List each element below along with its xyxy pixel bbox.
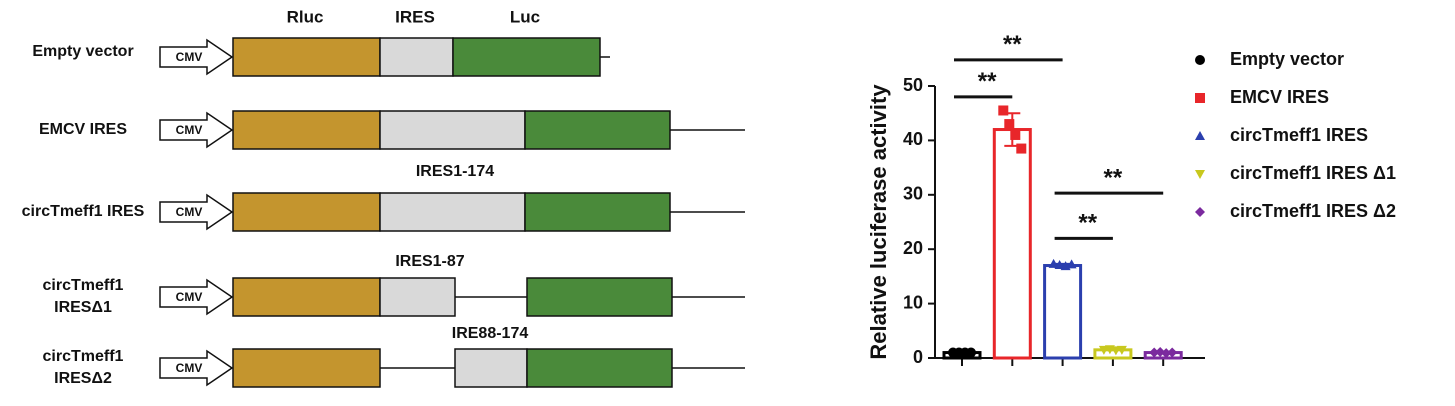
marker [1066,259,1077,269]
y-axis-label: Relative luciferase activity [866,84,891,360]
marker [1195,170,1205,179]
promoter-arrow [159,38,234,76]
segment-annotation: IRE88-174 [452,325,529,342]
y-tick-label: 20 [903,238,923,258]
marker [1054,259,1065,269]
marker [1149,347,1160,358]
legend-label: EMCV IRES [1230,87,1329,107]
construct-label: circTmeff1 [43,277,124,294]
gene-box [526,277,673,317]
legend-label: circTmeff1 IRES [1230,125,1368,145]
gene-box [452,37,601,77]
gene-box [454,348,528,388]
construct-label: circTmeff1 IRES [22,203,145,220]
marker [1195,131,1205,140]
gene-box [379,277,456,317]
column-label: Rluc [287,7,324,26]
construct-label: EMCV IRES [39,121,127,138]
significance-label: ** [978,68,997,95]
marker [1016,143,1027,154]
marker [1116,345,1127,355]
column-label: IRES [395,7,435,26]
promoter-label: CMV [176,50,203,64]
significance-label: ** [1104,165,1123,192]
legend-label: Empty vector [1230,49,1344,69]
y-tick-label: 0 [913,347,923,367]
gene-box [524,110,671,150]
marker [1195,55,1205,65]
marker [998,105,1009,116]
construct-label: IRESΔ1 [54,299,112,316]
gene-box [379,37,454,77]
construct-label: circTmeff1 [43,348,124,365]
promoter-arrow [159,278,234,316]
y-tick-label: 30 [903,184,923,204]
gene-box [524,192,671,232]
promoter-arrow [159,349,234,387]
significance-label: ** [1078,210,1097,237]
y-tick-label: 50 [903,75,923,95]
construct-label: IRESΔ2 [54,370,112,387]
marker [1195,93,1205,103]
marker [1004,119,1015,130]
marker [1048,258,1059,268]
marker [1110,346,1121,356]
legend-label: circTmeff1 IRES Δ2 [1230,201,1396,221]
y-tick-label: 10 [903,292,923,312]
marker [1167,347,1178,358]
promoter-label: CMV [176,361,203,375]
gene-box [379,110,526,150]
marker [966,347,976,358]
bar [992,128,1032,360]
marker [1010,129,1021,140]
promoter-label: CMV [176,290,203,304]
gene-box [232,277,381,317]
marker [1161,348,1172,359]
gene-box [379,192,526,232]
promoter-arrow [159,193,234,231]
promoter-arrow [159,111,234,149]
legend-label: circTmeff1 IRES Δ1 [1230,163,1396,183]
segment-annotation: IRES1-174 [416,163,494,180]
gene-box [232,348,381,388]
bar [1043,264,1083,360]
column-label: Luc [510,7,540,26]
gene-box [526,348,673,388]
y-tick-label: 40 [903,129,923,149]
marker [1195,207,1205,217]
promoter-label: CMV [176,205,203,219]
gene-box [232,37,381,77]
segment-annotation: IRES1-87 [395,253,464,270]
gene-box [232,192,381,232]
promoter-label: CMV [176,123,203,137]
marker [1098,345,1109,355]
significance-label: ** [1003,31,1022,58]
construct-label: Empty vector [32,43,133,60]
gene-box [232,110,381,150]
bar [1093,348,1133,360]
